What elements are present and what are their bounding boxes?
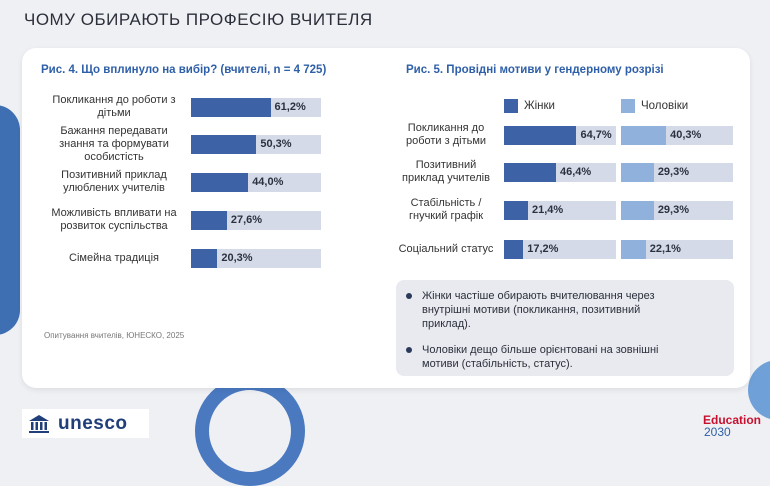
- bar-3-bar: [191, 172, 249, 192]
- bar-3-track: 44,0%: [191, 172, 321, 192]
- label-line: роботи з дітьми: [405, 135, 487, 147]
- education-logo-line2: 2030: [704, 425, 731, 439]
- women-4-track: 17,2%: [504, 239, 616, 259]
- women-4-bar: [504, 239, 524, 259]
- bar-2-track: 50,3%: [191, 134, 321, 154]
- men-2-track: 29,3%: [621, 162, 733, 182]
- note-line: мотиви (стабільність, статус).: [422, 358, 573, 370]
- label-line: Бажання передавати: [60, 124, 168, 137]
- unesco-wordmark: unesco: [58, 412, 128, 434]
- label-line: Покликання до: [407, 122, 485, 134]
- note-line: Чоловіки дещо більше орієнтовані на зовн…: [422, 344, 659, 356]
- men-2-value-label: 29,3%: [657, 166, 690, 178]
- bullet-icon: [406, 293, 412, 299]
- legend-label-women: Жінки: [524, 100, 555, 112]
- category-label: Можливість впливати на розвиток суспільст…: [32, 207, 197, 233]
- label-line: Стабільність /: [410, 197, 482, 209]
- label-line: Покликання до роботи з: [52, 94, 176, 106]
- category-label: Сімейна традиція: [32, 252, 197, 265]
- bar-5-value-label: 20,3%: [221, 252, 253, 264]
- label-line: Можливість впливати на: [51, 207, 177, 219]
- legend-label-men: Чоловіки: [641, 100, 689, 112]
- men-2-bar: [621, 162, 654, 182]
- category-label: Стабільність / гнучкий графік: [379, 197, 514, 223]
- men-3-value-label: 29,3%: [657, 204, 690, 216]
- notes-box: Жінки частіше обирають вчителювання чере…: [396, 280, 734, 376]
- bar-4-track: 27,6%: [191, 210, 321, 230]
- label-line: знання та формувати: [59, 137, 169, 150]
- label-line: гнучкий графік: [408, 210, 484, 222]
- men-1-track: 40,3%: [621, 125, 733, 145]
- label-line: дітьми: [97, 107, 131, 119]
- men-3-bar: [621, 200, 654, 220]
- women-2-track: 46,4%: [504, 162, 616, 182]
- note-women: Жінки частіше обирають вчителювання чере…: [406, 289, 727, 331]
- bar-1-bar: [191, 97, 271, 117]
- education-logo-line1: Education: [703, 413, 762, 427]
- bar-5-track: 20,3%: [191, 248, 321, 268]
- note-line: Жінки частіше обирають вчителювання чере…: [422, 290, 655, 302]
- label-line: особистість: [84, 150, 144, 163]
- bar-2-value-label: 50,3%: [260, 138, 292, 150]
- bar-4-value-label: 27,6%: [230, 214, 263, 226]
- men-4-track: 22,1%: [621, 239, 733, 259]
- category-label: Бажання передавати знання та формувати осо…: [32, 125, 197, 164]
- men-1-bar: [621, 125, 667, 145]
- bar-3-value-label: 44,0%: [252, 176, 284, 188]
- decor-left-shape: [0, 105, 20, 335]
- label-line: улюблених учителів: [63, 182, 165, 194]
- label-line: Позитивний приклад: [61, 169, 167, 181]
- men-3-track: 29,3%: [621, 200, 733, 220]
- women-3-track: 21,4%: [504, 200, 616, 220]
- decor-right-circle: [748, 360, 770, 420]
- women-2-value-label: 46,4%: [559, 166, 592, 178]
- women-1-bar: [504, 125, 577, 145]
- bullet-icon: [406, 347, 412, 353]
- label-line: розвиток суспільства: [60, 220, 168, 232]
- bar-2-bar: [191, 134, 257, 154]
- content-card: Рис. 4. Що вплинуло на вибір? (вчителі, …: [22, 48, 750, 388]
- source-note: Опитування вчителів, ЮНЕСКО, 2025: [44, 331, 185, 340]
- chart-1-title: Рис. 4. Що вплинуло на вибір? (вчителі, …: [41, 64, 327, 76]
- label-line: Сімейна традиція: [69, 251, 159, 264]
- category-label: Покликання до роботи з дітьми: [379, 122, 514, 148]
- page-title: ЧОМУ ОБИРАЮТЬ ПРОФЕСІЮ ВЧИТЕЛЯ: [24, 10, 373, 29]
- note-line: приклад).: [422, 318, 471, 330]
- category-label: Соціальний статус: [379, 243, 514, 256]
- label-line: Позитивний: [415, 159, 477, 171]
- label-line: Соціальний статус: [398, 242, 494, 255]
- bar-5-bar: [191, 248, 218, 268]
- women-1-track: 64,7%: [504, 125, 616, 145]
- men-4-value-label: 22,1%: [649, 243, 681, 255]
- women-2-bar: [504, 162, 556, 182]
- bar-1-value-label: 61,2%: [274, 101, 306, 113]
- unesco-logo: unesco: [22, 409, 149, 438]
- bar-4-bar: [191, 210, 227, 230]
- decor-ring: [195, 376, 305, 486]
- women-3-value-label: 21,4%: [531, 204, 564, 216]
- note-men: Чоловіки дещо більше орієнтовані на зовн…: [406, 343, 727, 371]
- bar-1-track: 61,2%: [191, 97, 321, 117]
- women-3-bar: [504, 200, 528, 220]
- legend-swatch-women: [504, 99, 518, 113]
- note-line: внутрішні мотиви (покликання, позитивний: [422, 304, 641, 316]
- temple-icon: [29, 414, 49, 433]
- category-label: Позитивний приклад улюблених учителів: [32, 169, 197, 195]
- chart-2-title: Рис. 5. Провідні мотиви у гендерному роз…: [406, 64, 664, 76]
- men-4-bar: [621, 239, 646, 259]
- category-label: Позитивний приклад учителів: [379, 159, 514, 185]
- women-1-value-label: 64,7%: [580, 129, 612, 141]
- men-1-value-label: 40,3%: [670, 129, 702, 141]
- women-4-value-label: 17,2%: [527, 243, 559, 255]
- label-line: приклад учителів: [402, 172, 490, 184]
- category-label: Покликання до роботи з дітьми: [32, 94, 197, 120]
- legend-swatch-men: [621, 99, 635, 113]
